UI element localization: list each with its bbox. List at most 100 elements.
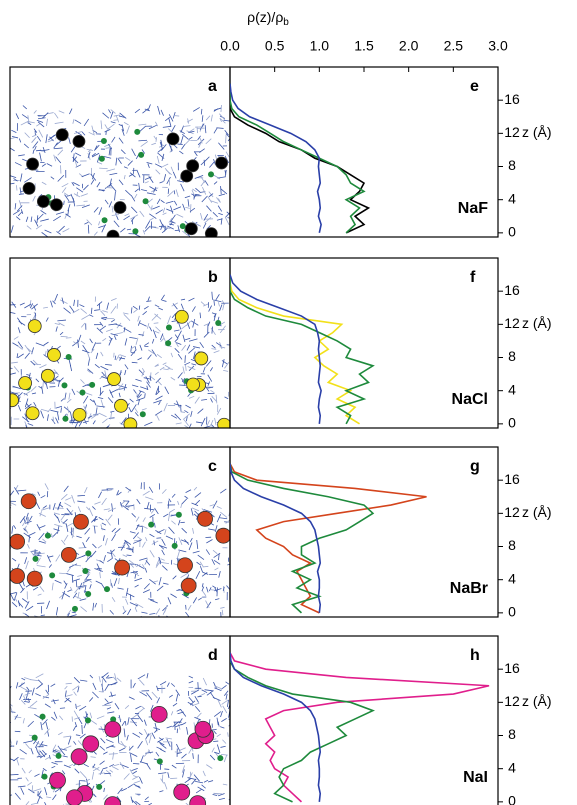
sodium-ion: [98, 155, 105, 162]
water-molecule: [157, 105, 161, 115]
water-molecule: [76, 555, 86, 560]
water-molecule: [181, 722, 187, 726]
water-molecule: [77, 506, 81, 513]
water-molecule: [154, 522, 156, 528]
water-molecule: [133, 780, 141, 784]
water-molecule: [54, 379, 59, 383]
water-molecule: [184, 337, 191, 341]
water-molecule: [194, 492, 202, 498]
water-molecule: [118, 115, 126, 118]
water-molecule: [134, 193, 138, 199]
water-molecule: [126, 228, 132, 231]
water-molecule: [71, 182, 75, 186]
water-molecule: [158, 307, 164, 311]
water-molecule: [22, 105, 27, 110]
water-molecule: [225, 693, 228, 700]
water-molecule: [20, 209, 24, 215]
water-molecule: [30, 747, 34, 755]
water-molecule: [164, 168, 171, 175]
water-molecule: [142, 229, 146, 235]
water-molecule: [125, 598, 129, 605]
water-molecule: [91, 125, 95, 135]
water-molecule: [187, 701, 194, 706]
water-molecule: [16, 205, 23, 212]
water-molecule: [103, 508, 110, 511]
water-molecule: [119, 354, 127, 358]
water-molecule: [105, 674, 110, 679]
y-tick-label: 4: [508, 190, 516, 206]
anion: [217, 417, 230, 428]
water-molecule: [138, 305, 141, 310]
water-molecule: [98, 517, 104, 521]
sodium-ion: [31, 734, 38, 741]
water-molecule: [20, 787, 25, 795]
water-molecule: [166, 208, 174, 213]
water-molecule: [175, 694, 179, 702]
water-molecule: [33, 305, 37, 311]
sodium-ion: [89, 381, 96, 388]
water-molecule: [169, 508, 175, 513]
water-molecule: [220, 186, 222, 195]
water-molecule: [187, 604, 192, 611]
water-molecule: [158, 576, 162, 586]
water-molecule: [159, 743, 167, 749]
water-molecule: [72, 308, 80, 314]
water-molecule: [17, 211, 23, 217]
water-molecule: [214, 417, 217, 426]
water-molecule: [111, 136, 116, 143]
anion: [10, 568, 25, 584]
water-molecule: [105, 147, 112, 149]
water-molecule: [188, 395, 195, 399]
water-molecule: [162, 212, 167, 216]
water-molecule: [52, 794, 57, 801]
water-molecule: [183, 419, 189, 426]
water-molecule: [139, 126, 146, 132]
water-molecule: [213, 350, 220, 354]
water-molecule: [184, 495, 189, 499]
water-molecule: [110, 745, 116, 748]
water-molecule: [37, 491, 41, 496]
water-molecule: [42, 768, 47, 772]
water-molecule: [84, 778, 90, 782]
water-molecule: [192, 753, 194, 759]
water-molecule: [14, 487, 20, 495]
anion: [70, 748, 88, 766]
water-molecule: [57, 174, 65, 182]
water-molecule: [18, 392, 23, 397]
anion: [180, 169, 194, 183]
water-molecule: [77, 740, 83, 746]
water-molecule: [35, 342, 45, 347]
water-molecule: [125, 500, 130, 507]
water-molecule: [36, 565, 46, 568]
water-molecule: [118, 385, 128, 389]
water-molecule: [103, 794, 108, 800]
water-molecule: [81, 204, 90, 208]
water-molecule: [113, 578, 118, 587]
water-molecule: [32, 195, 36, 202]
water-molecule: [174, 348, 180, 354]
water-molecule: [83, 420, 89, 424]
water-molecule: [81, 173, 90, 178]
water-molecule: [176, 213, 184, 218]
water-molecule: [182, 133, 189, 140]
water-molecule: [11, 558, 17, 562]
water-molecule: [137, 740, 143, 749]
water-molecule: [33, 128, 38, 133]
water-molecule: [111, 549, 115, 553]
water-molecule: [184, 778, 191, 784]
profile-line: [230, 463, 427, 614]
water-molecule: [15, 484, 19, 490]
water-molecule: [105, 744, 114, 749]
water-molecule: [10, 225, 14, 233]
water-molecule: [19, 515, 26, 524]
plot-frame: [229, 257, 499, 429]
water-molecule: [193, 194, 197, 199]
water-molecule: [143, 719, 147, 726]
plot-lines: [230, 83, 371, 234]
water-molecule: [127, 160, 133, 166]
water-molecule: [13, 524, 17, 529]
water-molecule: [36, 557, 41, 565]
water-molecule: [141, 541, 146, 548]
water-molecule: [213, 108, 219, 112]
water-molecule: [42, 696, 50, 699]
